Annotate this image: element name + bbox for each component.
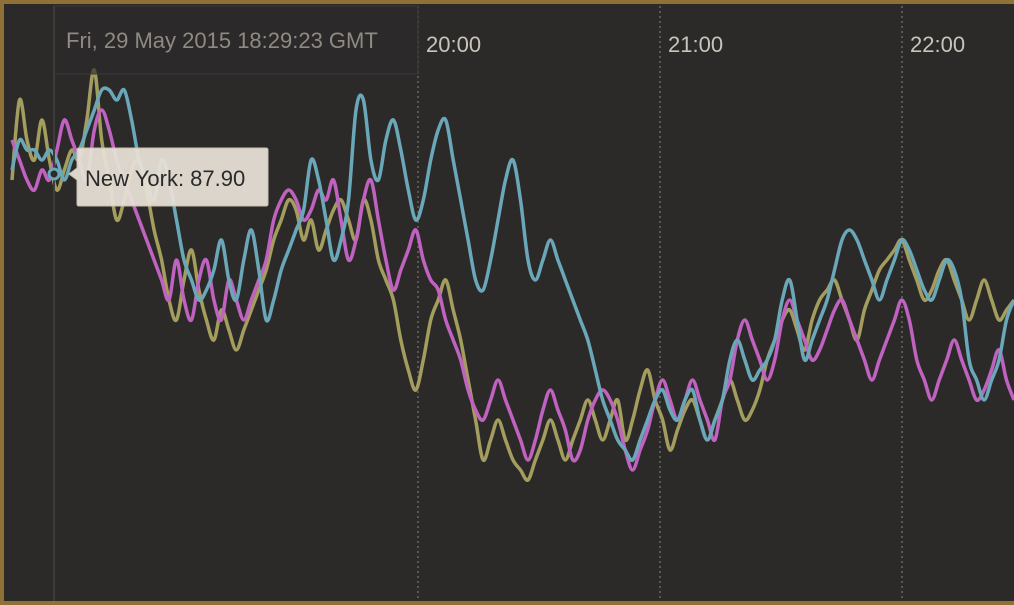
tooltip-box (68, 147, 269, 207)
x-tick-label: 21:00 (668, 32, 723, 57)
x-tick-label: 22:00 (910, 32, 965, 57)
series-line-0 (10, 86, 1014, 462)
hover-marker (47, 167, 61, 181)
crosshair-box: Fri, 29 May 2015 18:29:23 GMT (53, 5, 419, 601)
x-tick-label: 20:00 (426, 32, 481, 57)
tooltip-text: New York: 87.90 (85, 166, 245, 191)
tooltip: New York: 87.90 (47, 147, 269, 207)
gridlines (417, 6, 903, 601)
series-layer (10, 68, 1014, 482)
series-line-1 (10, 108, 1014, 472)
crosshair-time-label: Fri, 29 May 2015 18:29:23 GMT (66, 28, 378, 53)
x-axis-ticks: 20:00 21:00 22:00 (426, 32, 965, 57)
